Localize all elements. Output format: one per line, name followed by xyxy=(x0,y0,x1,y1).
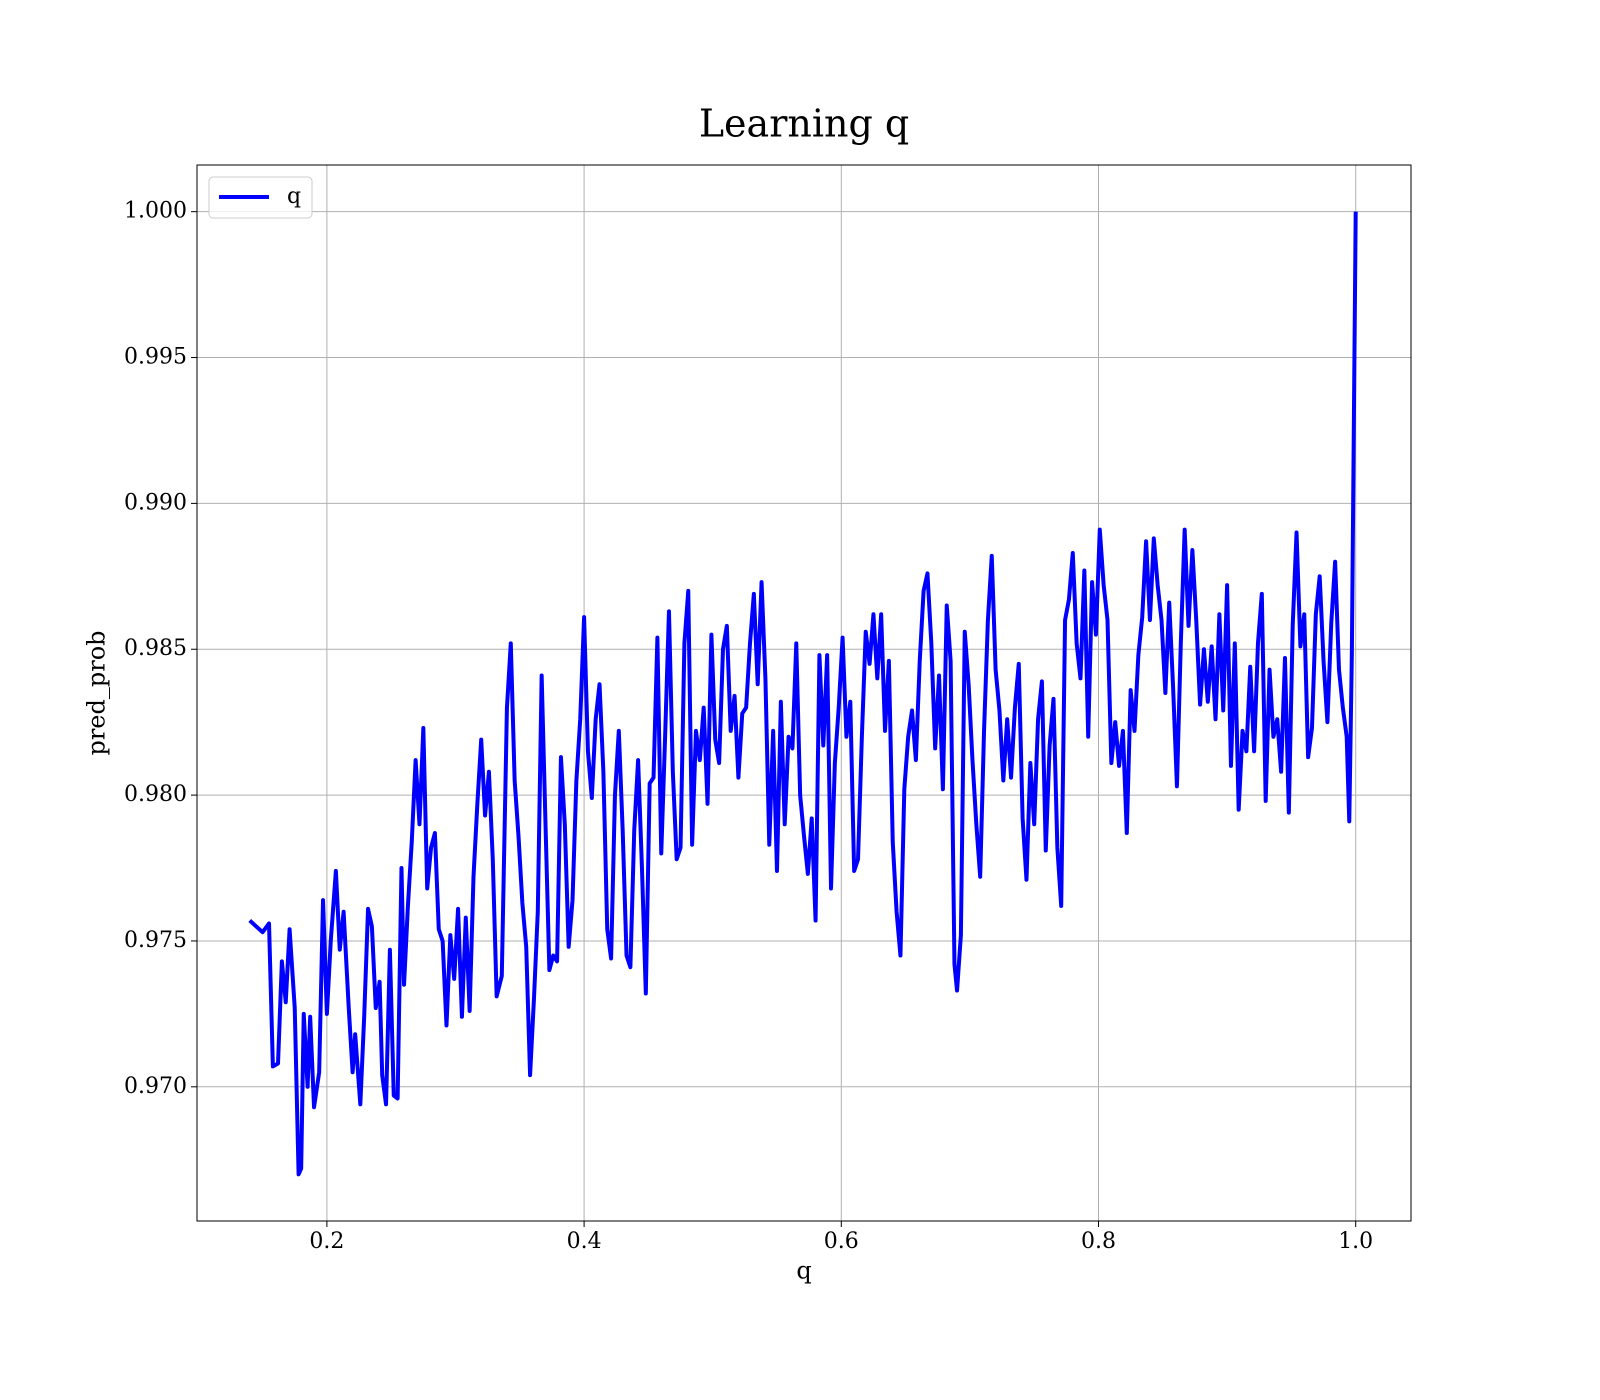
x-axis-label: q xyxy=(796,1257,811,1285)
chart-title: Learning q xyxy=(699,102,909,146)
plot-frame xyxy=(196,164,1412,1222)
x-tick-label: 0.6 xyxy=(824,1229,859,1254)
y-tick-label: 0.975 xyxy=(124,928,187,953)
y-tick-label: 0.985 xyxy=(124,636,187,661)
y-tick-label: 0.980 xyxy=(124,782,187,807)
y-tick-label: 0.990 xyxy=(124,490,187,515)
legend-label: q xyxy=(287,184,301,209)
x-tick-label: 1.0 xyxy=(1338,1229,1373,1254)
y-tick-label: 0.970 xyxy=(124,1074,187,1099)
y-tick-label: 1.000 xyxy=(124,199,187,224)
y-tick-label: 0.995 xyxy=(124,345,187,370)
x-tick-label: 0.8 xyxy=(1081,1229,1116,1254)
x-tick-label: 0.4 xyxy=(567,1229,602,1254)
x-tick-label: 0.2 xyxy=(309,1229,344,1254)
data-line xyxy=(248,211,1358,1177)
y-axis-label: pred_prob xyxy=(83,630,111,755)
